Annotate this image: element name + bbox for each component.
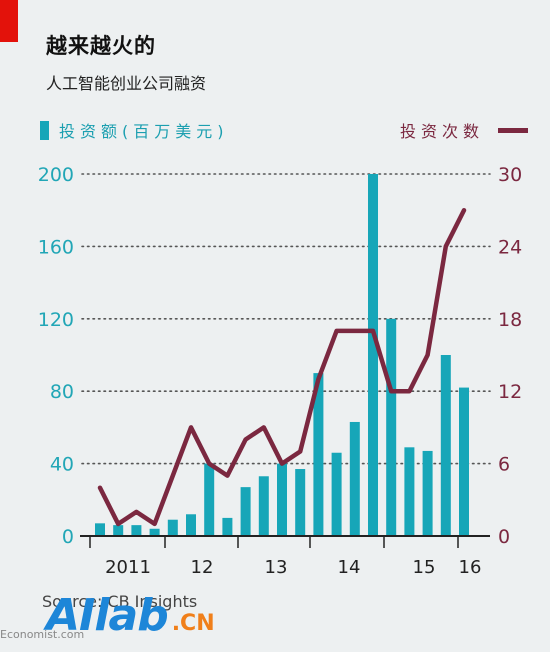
accent-bar: [0, 0, 18, 42]
x-tick-label: 2011: [105, 557, 151, 578]
chart-title: 越来越火的: [46, 34, 156, 58]
y-left-tick-label: 0: [62, 526, 74, 548]
bar: [368, 174, 378, 536]
y-right-tick-label: 6: [498, 454, 510, 476]
bar: [331, 452, 342, 536]
bar: [313, 373, 324, 536]
y-right-tick-label: 12: [498, 381, 522, 403]
bar: [186, 514, 196, 536]
bar: [440, 355, 451, 536]
y-left-tick-label: 200: [38, 164, 74, 186]
bar: [95, 523, 105, 536]
legend-line-swatch: [498, 127, 528, 133]
y-left-tick-label: 160: [38, 236, 74, 258]
x-tick-label: 16: [459, 557, 482, 578]
watermark-logo-suffix: .CN: [171, 611, 215, 636]
x-tick-label: 12: [191, 557, 214, 578]
bar: [277, 463, 287, 536]
bar: [459, 387, 469, 536]
bar: [295, 469, 306, 536]
chart-subtitle: 人工智能创业公司融资: [46, 74, 207, 93]
watermark-small: Economist.com: [0, 628, 85, 641]
x-tick-label: 14: [338, 557, 361, 578]
legend-bar-swatch: [40, 120, 49, 140]
y-right-tick-label: 30: [498, 164, 522, 186]
bar: [204, 463, 215, 536]
x-tick-label: 15: [413, 557, 436, 578]
bar: [404, 447, 415, 536]
legend-bar-label: 投资额(百万美元): [59, 122, 229, 141]
y-right-tick-label: 18: [498, 309, 522, 331]
x-tick-label: 13: [265, 557, 288, 578]
y-right-tick-label: 0: [498, 526, 510, 548]
y-right-tick-label: 24: [498, 236, 522, 258]
bar: [131, 525, 142, 536]
legend-bar-series: 投资额(百万美元): [40, 118, 229, 142]
bar: [422, 450, 433, 536]
bar: [149, 528, 160, 536]
source-note: Source: CB Insights: [42, 592, 198, 611]
bar: [386, 318, 397, 536]
bar: [113, 525, 124, 536]
y-left-tick-label: 40: [50, 454, 74, 476]
bar: [258, 476, 269, 536]
bar: [222, 517, 233, 536]
bar: [167, 519, 178, 536]
y-left-tick-label: 120: [38, 309, 74, 331]
watermark-logo-main: AIlab: [46, 590, 169, 641]
watermark-logo: AIlab .CN: [46, 590, 215, 641]
legend-line-series: 投资次数: [400, 118, 528, 142]
legend-line-label: 投资次数: [399, 122, 484, 141]
bar: [349, 421, 360, 536]
bar: [240, 487, 251, 536]
y-left-tick-label: 80: [50, 381, 74, 403]
